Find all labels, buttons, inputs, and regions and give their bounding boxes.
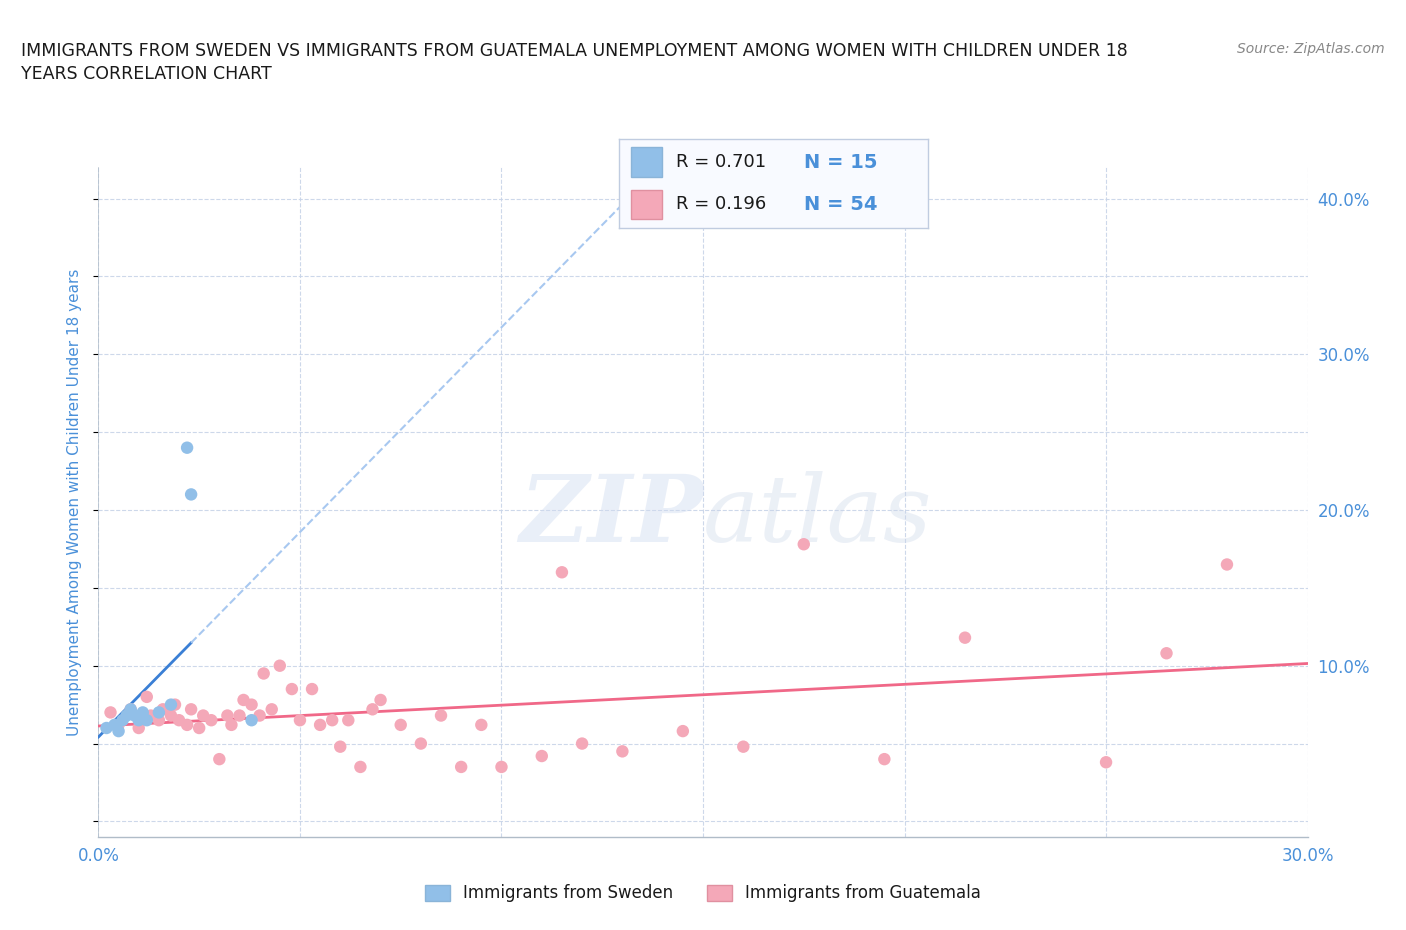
Point <box>370 693 392 708</box>
Point <box>152 702 174 717</box>
Point <box>612 744 634 759</box>
Point <box>221 717 243 732</box>
Point <box>389 717 412 732</box>
Point <box>329 739 352 754</box>
Point <box>672 724 695 738</box>
Point <box>470 717 492 732</box>
Point <box>128 712 150 727</box>
Point <box>249 708 271 723</box>
Point <box>571 737 593 751</box>
Point <box>309 717 332 732</box>
Text: atlas: atlas <box>703 471 932 561</box>
Point <box>180 487 202 502</box>
Point <box>180 702 202 717</box>
Point <box>124 708 146 723</box>
Point <box>107 724 129 738</box>
Point <box>240 712 263 727</box>
Point <box>208 751 231 766</box>
Point <box>160 708 183 723</box>
Point <box>148 705 170 720</box>
Point <box>450 760 472 775</box>
Point <box>281 682 304 697</box>
Point <box>217 708 239 723</box>
FancyBboxPatch shape <box>631 190 662 219</box>
Point <box>288 712 311 727</box>
Point <box>232 693 254 708</box>
Point <box>163 698 186 712</box>
Point <box>107 717 129 732</box>
Point <box>132 705 155 720</box>
Text: R = 0.701: R = 0.701 <box>676 153 766 171</box>
Point <box>120 702 142 717</box>
Point <box>733 739 755 754</box>
Point <box>167 712 190 727</box>
Text: IMMIGRANTS FROM SWEDEN VS IMMIGRANTS FROM GUATEMALA UNEMPLOYMENT AMONG WOMEN WIT: IMMIGRANTS FROM SWEDEN VS IMMIGRANTS FRO… <box>21 42 1128 60</box>
Point <box>160 698 183 712</box>
Point <box>253 666 276 681</box>
Point <box>269 658 291 673</box>
Text: ZIP: ZIP <box>519 471 703 561</box>
Point <box>1095 755 1118 770</box>
Point <box>551 565 574 579</box>
Point <box>193 708 215 723</box>
Point <box>349 760 371 775</box>
Point <box>135 689 157 704</box>
Point <box>301 682 323 697</box>
Point <box>120 702 142 717</box>
Point <box>1216 557 1239 572</box>
Point <box>240 698 263 712</box>
Point <box>430 708 453 723</box>
Point <box>176 440 198 455</box>
Point <box>530 749 553 764</box>
Text: Source: ZipAtlas.com: Source: ZipAtlas.com <box>1237 42 1385 56</box>
Point <box>148 712 170 727</box>
Y-axis label: Unemployment Among Women with Children Under 18 years: Unemployment Among Women with Children U… <box>67 269 83 736</box>
Point <box>96 721 118 736</box>
Point <box>491 760 513 775</box>
Point <box>409 737 432 751</box>
Point <box>139 708 162 723</box>
Point <box>361 702 384 717</box>
Point <box>188 721 211 736</box>
Point <box>337 712 360 727</box>
Point <box>100 705 122 720</box>
Point <box>200 712 222 727</box>
Point <box>135 712 157 727</box>
Point <box>103 717 125 732</box>
Point <box>115 708 138 723</box>
Point <box>260 702 283 717</box>
Point <box>1156 645 1178 660</box>
Point <box>321 712 343 727</box>
Point <box>128 721 150 736</box>
Point <box>873 751 896 766</box>
Text: N = 54: N = 54 <box>804 195 877 214</box>
Text: N = 15: N = 15 <box>804 153 877 171</box>
Text: R = 0.196: R = 0.196 <box>676 195 766 214</box>
FancyBboxPatch shape <box>631 148 662 177</box>
Text: YEARS CORRELATION CHART: YEARS CORRELATION CHART <box>21 65 271 83</box>
Point <box>793 537 815 551</box>
Point <box>228 708 250 723</box>
Legend: Immigrants from Sweden, Immigrants from Guatemala: Immigrants from Sweden, Immigrants from … <box>419 878 987 909</box>
Point <box>953 631 976 645</box>
Point <box>111 712 134 727</box>
Point <box>176 717 198 732</box>
